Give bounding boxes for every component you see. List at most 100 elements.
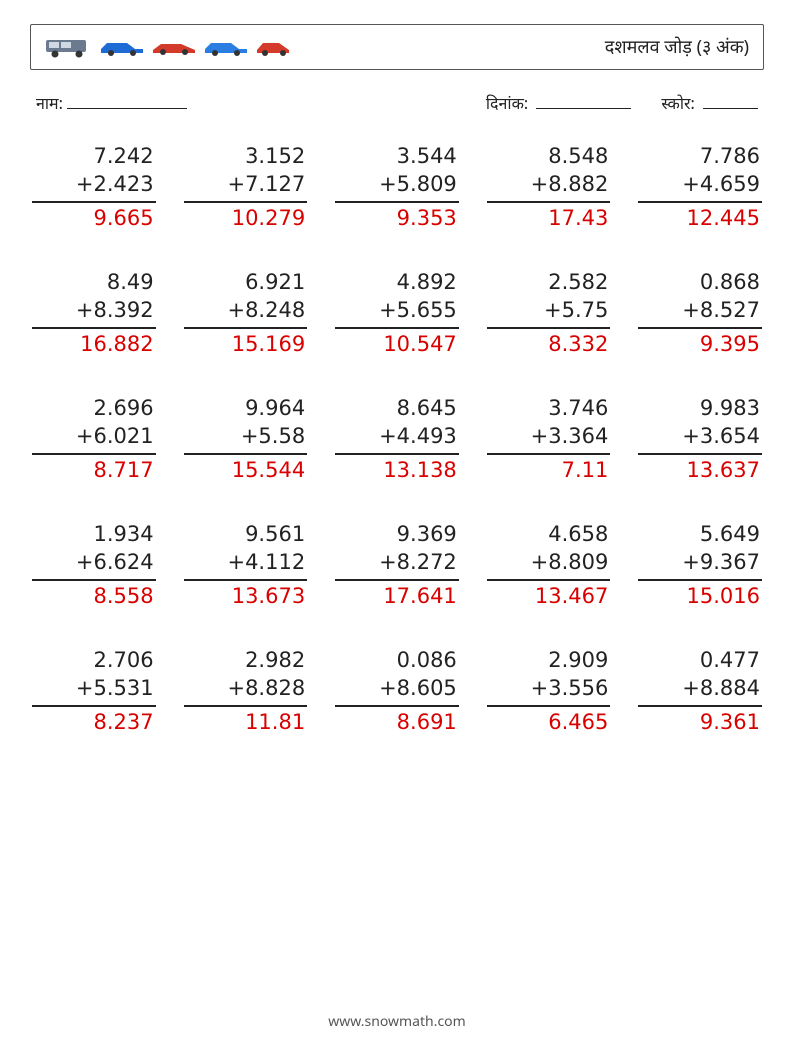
answer: 13.673	[184, 581, 308, 610]
operand-a: 0.477	[638, 646, 762, 674]
problem-cell: 9.369+8.27217.641	[335, 520, 459, 610]
answer: 13.138	[335, 455, 459, 484]
problem-cell: 3.544+5.8099.353	[335, 142, 459, 232]
operand-a: 7.242	[32, 142, 156, 170]
problem-grid: 7.242+2.4239.6653.152+7.12710.2793.544+5…	[30, 142, 764, 736]
operand-b: +8.809	[487, 548, 611, 580]
footer-url: www.snowmath.com	[0, 1012, 794, 1031]
answer: 15.544	[184, 455, 308, 484]
operand-a: 2.909	[487, 646, 611, 674]
hatch-red-icon	[255, 37, 295, 57]
operand-b: +8.248	[184, 296, 308, 328]
operand-a: 8.49	[32, 268, 156, 296]
problem-cell: 4.892+5.65510.547	[335, 268, 459, 358]
meta-row: नाम: दिनांक: स्कोर:	[36, 92, 758, 114]
problem-cell: 2.582+5.758.332	[487, 268, 611, 358]
problem-cell: 1.934+6.6248.558	[32, 520, 156, 610]
name-blank	[67, 92, 187, 109]
operand-b: +5.58	[184, 422, 308, 454]
problem-cell: 8.645+4.49313.138	[335, 394, 459, 484]
answer: 8.237	[32, 707, 156, 736]
operand-a: 5.649	[638, 520, 762, 548]
operand-b: +3.364	[487, 422, 611, 454]
operand-a: 3.152	[184, 142, 308, 170]
operand-a: 3.746	[487, 394, 611, 422]
answer: 9.665	[32, 203, 156, 232]
problem-cell: 7.786+4.65912.445	[638, 142, 762, 232]
car-icons	[45, 36, 295, 58]
answer: 9.395	[638, 329, 762, 358]
van-icon	[45, 36, 93, 58]
problem-cell: 8.548+8.88217.43	[487, 142, 611, 232]
operand-a: 0.868	[638, 268, 762, 296]
operand-b: +9.367	[638, 548, 762, 580]
problem-cell: 0.477+8.8849.361	[638, 646, 762, 736]
operand-b: +3.556	[487, 674, 611, 706]
problem-cell: 2.909+3.5566.465	[487, 646, 611, 736]
problem-cell: 9.964+5.5815.544	[184, 394, 308, 484]
operand-a: 9.561	[184, 520, 308, 548]
operand-b: +6.021	[32, 422, 156, 454]
operand-a: 1.934	[32, 520, 156, 548]
answer: 13.637	[638, 455, 762, 484]
problem-cell: 3.746+3.3647.11	[487, 394, 611, 484]
answer: 10.279	[184, 203, 308, 232]
operand-b: +6.624	[32, 548, 156, 580]
operand-b: +7.127	[184, 170, 308, 202]
answer: 11.81	[184, 707, 308, 736]
operand-a: 2.582	[487, 268, 611, 296]
operand-b: +4.493	[335, 422, 459, 454]
operand-b: +5.75	[487, 296, 611, 328]
problem-cell: 9.983+3.65413.637	[638, 394, 762, 484]
problem-cell: 9.561+4.11213.673	[184, 520, 308, 610]
sports-red-icon	[151, 38, 197, 56]
worksheet-title: दशमलव जोड़ (३ अंक)	[605, 35, 749, 59]
problem-cell: 2.706+5.5318.237	[32, 646, 156, 736]
operand-a: 2.696	[32, 394, 156, 422]
operand-a: 8.645	[335, 394, 459, 422]
problem-cell: 5.649+9.36715.016	[638, 520, 762, 610]
operand-b: +8.392	[32, 296, 156, 328]
problem-cell: 2.696+6.0218.717	[32, 394, 156, 484]
answer: 15.169	[184, 329, 308, 358]
score-label: स्कोर:	[661, 92, 695, 114]
sedan-blue2-icon	[203, 37, 249, 57]
answer: 8.558	[32, 581, 156, 610]
operand-a: 9.983	[638, 394, 762, 422]
answer: 8.332	[487, 329, 611, 358]
operand-b: +8.272	[335, 548, 459, 580]
operand-b: +5.809	[335, 170, 459, 202]
sedan-blue-icon	[99, 37, 145, 57]
date-blank	[536, 92, 631, 109]
operand-a: 4.658	[487, 520, 611, 548]
answer: 13.467	[487, 581, 611, 610]
problem-cell: 0.868+8.5279.395	[638, 268, 762, 358]
answer: 8.691	[335, 707, 459, 736]
operand-b: +8.527	[638, 296, 762, 328]
operand-b: +8.828	[184, 674, 308, 706]
date-label: दिनांक:	[486, 92, 528, 114]
operand-b: +4.659	[638, 170, 762, 202]
problem-cell: 7.242+2.4239.665	[32, 142, 156, 232]
operand-b: +5.531	[32, 674, 156, 706]
operand-a: 9.964	[184, 394, 308, 422]
score-blank	[703, 92, 758, 109]
answer: 9.361	[638, 707, 762, 736]
operand-b: +3.654	[638, 422, 762, 454]
answer: 7.11	[487, 455, 611, 484]
answer: 10.547	[335, 329, 459, 358]
answer: 8.717	[32, 455, 156, 484]
operand-b: +8.884	[638, 674, 762, 706]
operand-b: +4.112	[184, 548, 308, 580]
operand-a: 6.921	[184, 268, 308, 296]
header-box: दशमलव जोड़ (३ अंक)	[30, 24, 764, 70]
answer: 15.016	[638, 581, 762, 610]
answer: 17.43	[487, 203, 611, 232]
problem-cell: 2.982+8.82811.81	[184, 646, 308, 736]
operand-a: 8.548	[487, 142, 611, 170]
answer: 12.445	[638, 203, 762, 232]
operand-a: 9.369	[335, 520, 459, 548]
problem-cell: 8.49+8.39216.882	[32, 268, 156, 358]
name-label: नाम:	[36, 92, 63, 114]
operand-a: 3.544	[335, 142, 459, 170]
